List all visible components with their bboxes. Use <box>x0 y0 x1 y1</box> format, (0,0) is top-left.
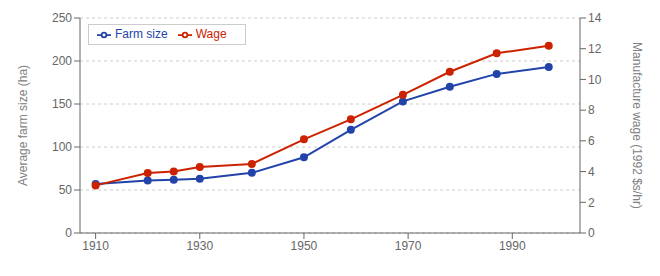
svg-text:1950: 1950 <box>291 239 318 253</box>
svg-text:Average farm size (ha): Average farm size (ha) <box>16 65 30 186</box>
svg-text:0: 0 <box>65 226 72 240</box>
svg-text:10: 10 <box>588 73 602 87</box>
svg-text:0: 0 <box>588 226 595 240</box>
svg-text:150: 150 <box>52 97 72 111</box>
svg-text:200: 200 <box>52 54 72 68</box>
svg-text:Manufacture wage (1992 $s/hr): Manufacture wage (1992 $s/hr) <box>630 42 644 209</box>
svg-text:50: 50 <box>59 183 73 197</box>
svg-text:2: 2 <box>588 196 595 210</box>
svg-text:12: 12 <box>588 42 602 56</box>
svg-text:4: 4 <box>588 165 595 179</box>
svg-text:8: 8 <box>588 103 595 117</box>
svg-text:250: 250 <box>52 11 72 25</box>
svg-text:1990: 1990 <box>499 239 526 253</box>
svg-text:1910: 1910 <box>82 239 109 253</box>
svg-text:1930: 1930 <box>186 239 213 253</box>
svg-text:100: 100 <box>52 140 72 154</box>
svg-text:6: 6 <box>588 134 595 148</box>
html-text:Wage: Wage <box>195 27 227 41</box>
svg-text:14: 14 <box>588 11 602 25</box>
svg-text:1970: 1970 <box>395 239 422 253</box>
html-text:Farm size: Farm size <box>115 27 168 41</box>
